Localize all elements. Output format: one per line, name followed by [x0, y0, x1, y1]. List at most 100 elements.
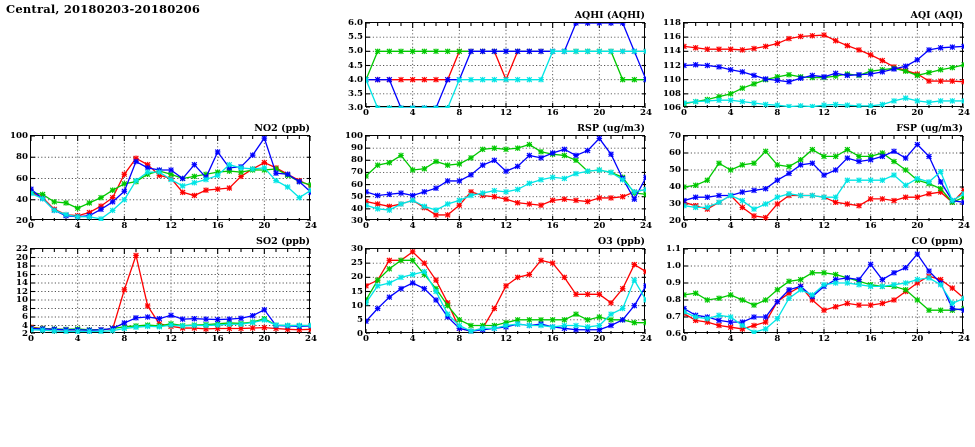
data-point-marker	[479, 322, 486, 329]
data-point-marker	[573, 157, 579, 164]
data-point-marker	[409, 249, 416, 255]
data-point-marker	[821, 32, 827, 38]
data-point-marker	[704, 98, 711, 104]
data-point-marker	[226, 325, 233, 332]
x-tick-label: 12	[818, 221, 830, 231]
data-point-marker	[961, 61, 964, 68]
data-point-marker	[444, 300, 451, 306]
x-tick-label: 0	[363, 334, 369, 344]
y-tick-label: 5.5	[348, 32, 363, 43]
data-point-marker	[374, 206, 381, 212]
data-point-marker	[797, 33, 804, 40]
data-point-marker	[856, 47, 862, 53]
data-point-marker	[144, 323, 151, 330]
x-tick-label: 24	[640, 108, 652, 118]
data-point-marker	[398, 152, 404, 159]
data-point-marker	[273, 322, 279, 328]
data-point-marker	[704, 177, 711, 184]
data-point-marker	[584, 23, 591, 26]
data-point-marker	[809, 103, 816, 108]
data-point-marker	[374, 162, 381, 168]
data-point-marker	[538, 202, 544, 209]
x-tick-label: 12	[165, 334, 177, 344]
data-point-marker	[937, 168, 944, 175]
plot-canvas-no2	[31, 136, 311, 221]
x-tick-label: 4	[74, 221, 81, 231]
plot-canvas-co	[684, 249, 964, 334]
data-point-marker	[549, 174, 556, 181]
panel-title-aqi: AQI (AQI)	[910, 10, 963, 21]
data-point-marker	[926, 307, 932, 314]
data-point-marker	[168, 171, 174, 178]
data-point-marker	[856, 153, 862, 160]
data-point-marker	[596, 48, 603, 55]
data-point-marker	[937, 276, 944, 283]
data-point-marker	[144, 161, 151, 168]
x-tick-label: 12	[500, 334, 512, 344]
data-point-marker	[762, 101, 769, 108]
data-point-marker	[284, 322, 291, 329]
data-point-marker	[296, 326, 303, 333]
data-point-marker	[386, 159, 393, 166]
data-point-marker	[284, 326, 291, 333]
data-point-marker	[86, 200, 93, 206]
x-tick-label: 0	[681, 221, 687, 231]
data-point-marker	[549, 324, 556, 330]
data-point-marker	[261, 317, 268, 323]
data-point-marker	[608, 317, 614, 323]
data-point-marker	[421, 48, 428, 55]
data-point-marker	[879, 57, 886, 64]
data-point-marker	[879, 276, 886, 283]
data-point-marker	[31, 326, 34, 333]
data-point-marker	[751, 160, 757, 167]
data-point-marker	[596, 326, 603, 333]
data-point-marker	[514, 317, 521, 323]
data-point-marker	[433, 288, 439, 295]
data-point-marker	[926, 179, 932, 185]
x-tick-label: 0	[681, 108, 687, 118]
data-point-marker	[704, 319, 711, 325]
data-point-marker	[631, 48, 638, 55]
data-point-marker	[468, 155, 474, 161]
data-point-marker	[751, 302, 757, 308]
data-point-marker	[74, 213, 81, 220]
data-point-marker	[98, 206, 104, 213]
data-point-marker	[692, 182, 699, 189]
data-point-marker	[168, 322, 174, 328]
data-point-marker	[926, 275, 932, 281]
data-point-marker	[98, 203, 104, 209]
data-point-marker	[386, 48, 393, 55]
y-tick-label: 60	[16, 173, 28, 184]
data-point-marker	[926, 99, 932, 106]
data-point-marker	[549, 260, 556, 266]
data-point-marker	[739, 162, 746, 168]
data-point-marker	[433, 158, 439, 165]
data-point-marker	[716, 97, 722, 104]
data-point-marker	[156, 315, 163, 322]
data-point-marker	[751, 314, 757, 320]
y-tick-label: 20	[351, 272, 363, 283]
data-point-marker	[308, 182, 311, 188]
data-point-marker	[619, 285, 626, 292]
data-point-marker	[191, 161, 198, 168]
x-tick-label: 20	[593, 221, 606, 231]
y-tick-label: 4.5	[348, 60, 363, 71]
data-point-marker	[631, 261, 638, 268]
x-tick-label: 0	[28, 334, 34, 344]
data-point-marker	[249, 325, 256, 331]
data-point-marker	[643, 186, 646, 193]
x-tick-label: 16	[864, 221, 877, 231]
data-point-marker	[456, 317, 463, 323]
data-point-marker	[386, 207, 393, 213]
data-point-marker	[249, 152, 256, 158]
y-tick-label: 50	[669, 165, 681, 175]
data-point-marker	[844, 155, 851, 161]
y-tick-label: 60	[351, 179, 363, 190]
data-point-marker	[144, 314, 151, 320]
data-point-marker	[144, 303, 151, 309]
x-tick-label: 4	[409, 221, 416, 231]
data-point-marker	[444, 302, 451, 309]
y-tick-label: 0.8	[666, 295, 681, 305]
data-point-marker	[444, 212, 451, 218]
data-point-marker	[914, 251, 921, 257]
